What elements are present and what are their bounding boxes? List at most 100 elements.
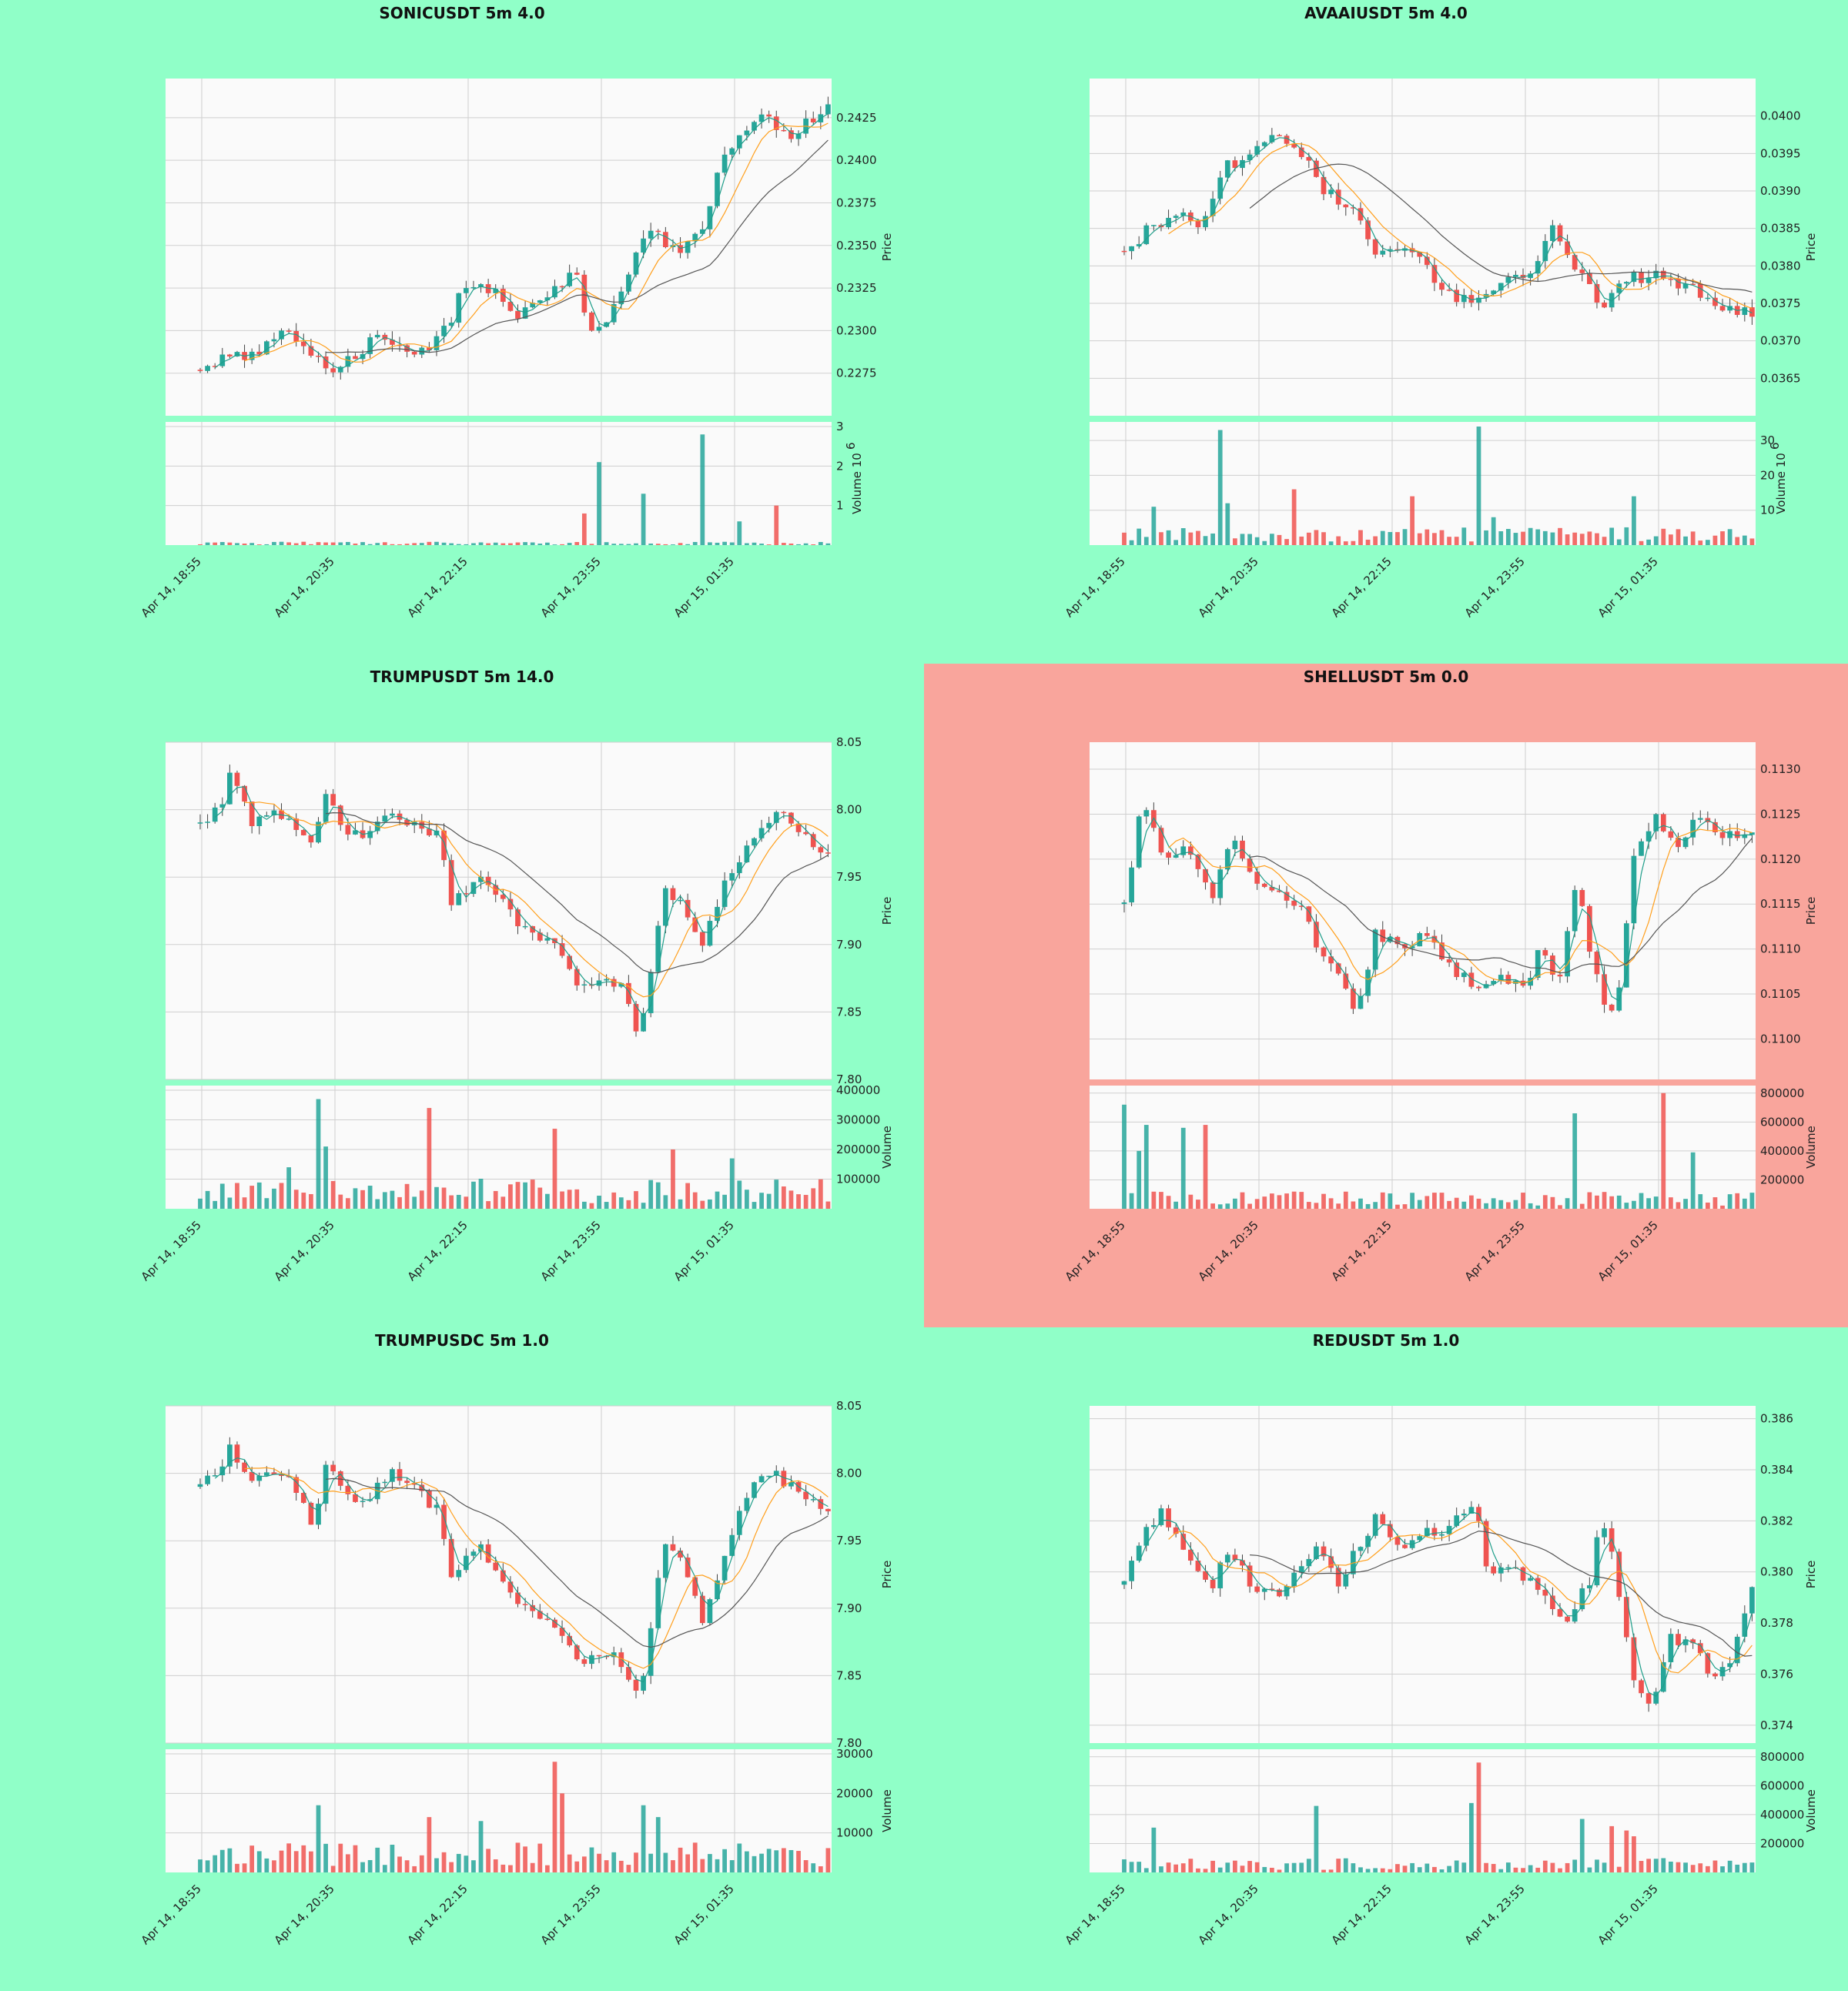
price-tick-label: 0.1130 (1760, 762, 1801, 776)
volume-bar (360, 1190, 365, 1209)
volume-bar (537, 1187, 543, 1209)
volume-bar (382, 1192, 387, 1209)
candle-body (1247, 858, 1253, 872)
volume-bar (574, 1189, 580, 1209)
volume-plot-area (1090, 1086, 1756, 1209)
volume-bar (1646, 1198, 1651, 1209)
volume-bar (1277, 1869, 1282, 1872)
candle-body (382, 815, 388, 822)
volume-bar (641, 1203, 646, 1209)
volume-bar (1247, 1861, 1252, 1872)
candle-body (419, 1484, 425, 1491)
candle-body (1639, 272, 1644, 283)
volume-bar (486, 1849, 491, 1872)
price-tick-label: 0.2275 (836, 366, 877, 380)
volume-bar (1432, 1866, 1437, 1872)
volume-bar (486, 543, 491, 545)
candle-body (685, 1558, 691, 1578)
volume-bar (611, 1852, 617, 1872)
candle-body (1424, 256, 1430, 266)
candle-body (1143, 1527, 1150, 1546)
volume-bar (249, 1186, 255, 1209)
x-tick-label: Apr 14, 18:55 (139, 1218, 204, 1283)
price-tick-label: 8.00 (836, 803, 862, 817)
volume-bar (1328, 541, 1334, 545)
candle-body (825, 104, 831, 115)
volume-bar (1284, 1193, 1289, 1209)
candle-body (1372, 929, 1378, 970)
volume-bar (390, 1190, 395, 1209)
volume-bar (449, 1862, 454, 1872)
volume-bar (412, 543, 417, 545)
candle-body (552, 1619, 557, 1628)
candle-body (1520, 1567, 1526, 1581)
x-tick-label: Apr 14, 23:55 (538, 554, 604, 620)
volume-bar (1343, 1191, 1348, 1209)
volume-bar (1424, 529, 1430, 545)
chart-svg: REDUSDT 5m 1.0 Apr 14, 18:55 Apr 14, 20:35… (1063, 1331, 1818, 1947)
volume-bar (227, 1848, 233, 1872)
volume-bar (272, 541, 276, 545)
candle-body (1247, 154, 1253, 160)
volume-bar (634, 543, 638, 545)
volume-exponent: 6 (1768, 442, 1782, 450)
candle-body (1254, 1586, 1260, 1592)
candle-body (456, 893, 462, 905)
candle-body (1328, 1556, 1334, 1568)
candle-body (1498, 283, 1504, 291)
candle-body (1557, 225, 1563, 242)
volume-bar (471, 1181, 476, 1209)
volume-bar (618, 544, 624, 545)
price-tick-label: 7.95 (836, 870, 862, 884)
candle-body (308, 1502, 314, 1525)
volume-bar (567, 1854, 572, 1872)
volume-plot-area (166, 1749, 832, 1872)
candle-body (390, 1469, 395, 1482)
volume-bar (419, 1855, 424, 1872)
volume-bar (404, 1860, 410, 1872)
candle-body (448, 323, 454, 326)
candle-body (1232, 840, 1238, 849)
x-tick-label: Apr 14, 20:35 (1196, 1882, 1261, 1947)
candle-body (500, 289, 506, 303)
candle-body (522, 925, 528, 928)
candle-body (715, 906, 720, 922)
candle-body (633, 252, 639, 275)
volume-bar (1388, 532, 1393, 545)
volume-tick-label: 600000 (1760, 1115, 1804, 1129)
volume-bar (1343, 541, 1348, 545)
chart-svg: AVAAIUSDT 5m 4.0 Apr 14, 18:55 Apr 14, 20:… (1063, 4, 1818, 620)
candle-body (1284, 892, 1290, 901)
candle-body (441, 830, 447, 861)
candle-body (1321, 176, 1327, 195)
volume-bar (729, 1860, 735, 1872)
candle-body (1446, 1525, 1452, 1534)
candle-body (678, 899, 683, 902)
volume-bar (1159, 1866, 1163, 1872)
candle-body (678, 1550, 683, 1558)
x-tick-label: Apr 14, 22:15 (1329, 1882, 1394, 1947)
ma-fast-line (214, 113, 829, 370)
volume-bar (1225, 503, 1230, 545)
candle-body (1668, 279, 1674, 280)
chart-panel: SHELLUSDT 5m 0.0 Apr 14, 18:55 Apr 14, 20:… (924, 664, 1848, 1327)
volume-bar (1712, 535, 1718, 545)
candle-body (293, 818, 300, 830)
volume-bar (382, 542, 387, 545)
price-tick-label: 0.2325 (836, 281, 877, 295)
candle-body (390, 340, 395, 345)
candle-body (1254, 872, 1260, 884)
volume-bar (708, 1854, 712, 1872)
candle-body (574, 1645, 580, 1660)
volume-bar (1122, 1859, 1127, 1872)
candle-body (522, 307, 528, 319)
volume-bar (663, 1852, 668, 1872)
ma-slow-line (1249, 163, 1753, 293)
candle-body (286, 330, 292, 332)
volume-bar (1690, 531, 1696, 545)
candle-body (1602, 1528, 1607, 1538)
volume-bar (219, 1183, 225, 1209)
volume-tick-label: 400000 (1760, 1808, 1804, 1822)
chart-title: AVAAIUSDT 5m 4.0 (1304, 4, 1468, 22)
candle-body (456, 1570, 462, 1578)
